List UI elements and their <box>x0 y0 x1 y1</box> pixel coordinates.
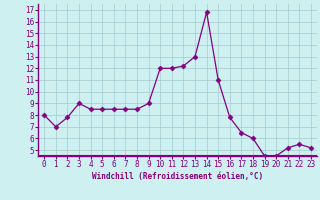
X-axis label: Windchill (Refroidissement éolien,°C): Windchill (Refroidissement éolien,°C) <box>92 172 263 181</box>
